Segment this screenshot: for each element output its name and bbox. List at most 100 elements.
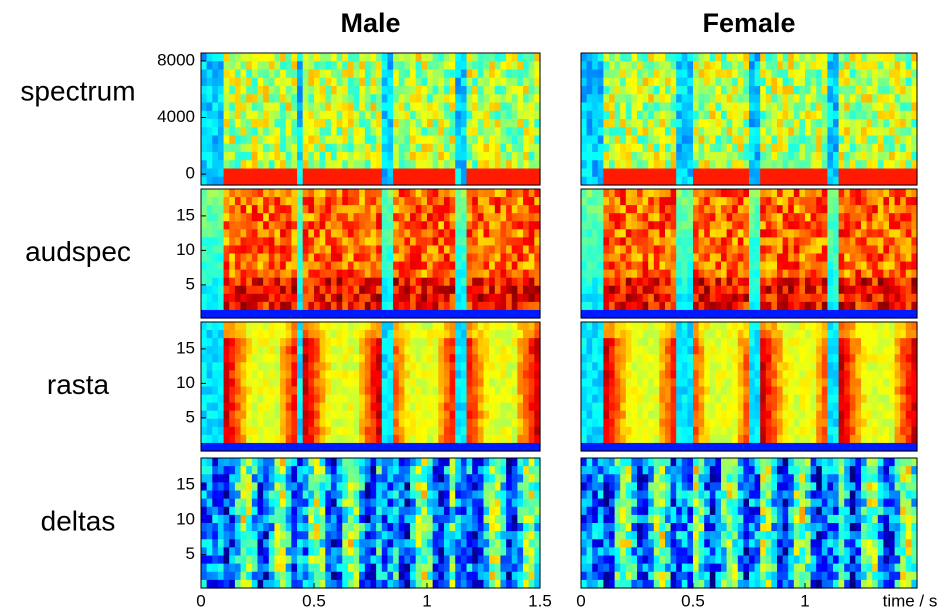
heatmap-cell (626, 189, 632, 198)
heatmap-cell (512, 310, 518, 319)
heatmap-cell (855, 278, 861, 287)
heatmap-cell (671, 61, 677, 70)
heatmap-cell (833, 144, 839, 153)
heatmap-cell (715, 270, 721, 279)
heatmap-cell (450, 245, 456, 254)
heatmap-cell (404, 205, 410, 214)
heatmap-cell (280, 435, 286, 444)
heatmap-cell (682, 53, 688, 62)
heatmap-cell (906, 127, 912, 136)
heatmap-cell (455, 197, 461, 206)
heatmap-cell (291, 127, 297, 136)
heatmap-cell (444, 294, 450, 303)
heatmap-cell (399, 254, 405, 263)
heatmap-cell (218, 177, 224, 186)
heatmap-cell (387, 378, 393, 387)
heatmap-cell (659, 213, 665, 222)
heatmap-cell (626, 310, 632, 319)
heatmap-cell (455, 136, 461, 145)
heatmap-cell (382, 294, 388, 303)
heatmap-cell (337, 103, 343, 112)
heatmap-cell (331, 136, 337, 145)
heatmap-cell (342, 70, 348, 79)
heatmap-cell (472, 286, 478, 295)
heatmap-cell (450, 435, 456, 444)
heatmap-cell (382, 395, 388, 404)
heatmap-cell (274, 229, 280, 238)
heatmap-cell (303, 177, 309, 186)
heatmap-cell (461, 354, 467, 363)
heatmap-cell (495, 53, 501, 62)
heatmap-cell (252, 362, 258, 371)
heatmap-cell (444, 213, 450, 222)
heatmap-cell (495, 144, 501, 153)
heatmap-cell (303, 127, 309, 136)
heatmap-cell (399, 395, 405, 404)
heatmap-cell (263, 427, 269, 436)
heatmap-cell (777, 278, 783, 287)
heatmap-cell (771, 61, 777, 70)
heatmap-cell (274, 254, 280, 263)
heatmap-image (581, 189, 918, 319)
heatmap-cell (833, 169, 839, 178)
heatmap-cell (472, 152, 478, 161)
heatmap-cell (598, 61, 604, 70)
heatmap-cell (427, 278, 433, 287)
heatmap-cell (581, 177, 587, 186)
heatmap-cell (365, 245, 371, 254)
heatmap-cell (805, 245, 811, 254)
heatmap-cell (325, 61, 331, 70)
heatmap-cell (274, 245, 280, 254)
heatmap-cell (371, 119, 377, 128)
heatmap-cell (788, 94, 794, 103)
heatmap-cell (393, 94, 399, 103)
heatmap-cell (626, 443, 632, 452)
heatmap-cell (512, 189, 518, 198)
heatmap-cell (587, 53, 593, 62)
heatmap-cell (783, 302, 789, 311)
heatmap-cell (500, 111, 506, 120)
heatmap-cell (844, 229, 850, 238)
heatmap-cell (376, 346, 382, 355)
heatmap-cell (523, 310, 529, 319)
heatmap-cell (229, 245, 235, 254)
heatmap-cell (900, 205, 906, 214)
heatmap-cell (878, 310, 884, 319)
heatmap-cell (286, 53, 292, 62)
heatmap-cell (587, 111, 593, 120)
heatmap-cell (365, 346, 371, 355)
heatmap-cell (506, 245, 512, 254)
heatmap-cell (399, 338, 405, 347)
heatmap-cell (433, 294, 439, 303)
heatmap-cell (592, 237, 598, 246)
heatmap-cell (444, 286, 450, 295)
heatmap-cell (867, 160, 873, 169)
heatmap-cell (331, 286, 337, 295)
heatmap-cell (755, 197, 761, 206)
heatmap-cell (609, 278, 615, 287)
heatmap-cell (721, 136, 727, 145)
heatmap-cell (626, 245, 632, 254)
heatmap-cell (805, 136, 811, 145)
heatmap-cell (359, 338, 365, 347)
heatmap-cell (654, 237, 660, 246)
heatmap-cell (382, 53, 388, 62)
heatmap-cell (631, 127, 637, 136)
heatmap-cell (376, 411, 382, 420)
heatmap-cell (387, 262, 393, 271)
heatmap-cell (297, 78, 303, 87)
heatmap-cell (241, 310, 247, 319)
heatmap-cell (427, 427, 433, 436)
heatmap-cell (314, 94, 320, 103)
heatmap-cell (850, 169, 856, 178)
heatmap-cell (693, 294, 699, 303)
heatmap-cell (348, 229, 354, 238)
heatmap-cell (844, 136, 850, 145)
heatmap-cell (839, 254, 845, 263)
heatmap-cell (811, 262, 817, 271)
heatmap-cell (461, 338, 467, 347)
heatmap-cell (427, 70, 433, 79)
heatmap-cell (359, 189, 365, 198)
heatmap-cell (715, 169, 721, 178)
heatmap-cell (376, 330, 382, 339)
